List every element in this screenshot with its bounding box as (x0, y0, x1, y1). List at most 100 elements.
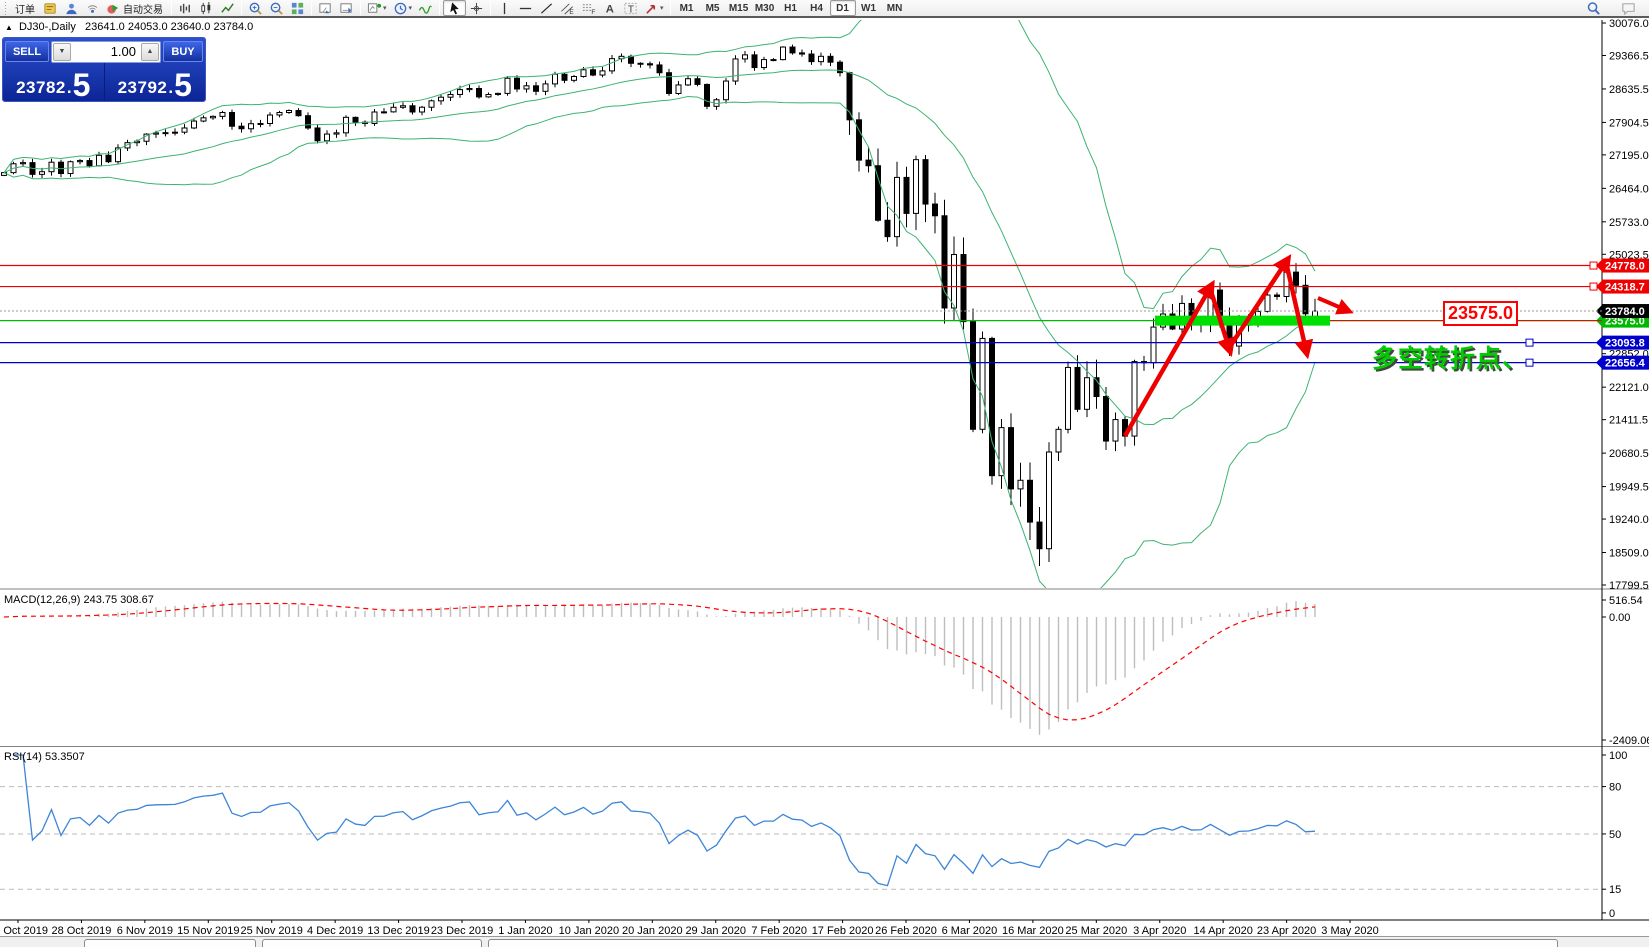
date-tick-label: 3 May 2020 (1321, 925, 1378, 937)
chart-tab[interactable] (84, 939, 256, 947)
rsi-pane[interactable] (0, 754, 1602, 890)
zigzag-arrow-segment[interactable] (1283, 261, 1314, 360)
timeframe-H4-button[interactable]: H4 (810, 2, 823, 14)
date-tick-label: 17 Feb 2020 (812, 925, 874, 937)
candle (590, 69, 596, 76)
timeframe-H1-button[interactable]: H1 (784, 2, 797, 14)
candle (1017, 479, 1024, 490)
candle (153, 132, 159, 135)
candle (48, 161, 55, 173)
date-tick-label: 3 Apr 2020 (1133, 925, 1186, 937)
candle (504, 77, 511, 94)
buy-button[interactable]: BUY (163, 41, 203, 62)
sell-button[interactable]: SELL (5, 41, 49, 62)
trendline-icon[interactable] (536, 0, 557, 16)
auto-scroll-icon[interactable] (336, 0, 357, 16)
new-chart-icon[interactable]: ▾ (364, 0, 390, 16)
indicators-icon[interactable] (415, 0, 436, 16)
candle (1008, 427, 1014, 490)
equidistant-channel-icon[interactable]: E (557, 0, 578, 16)
chart-shift-icon[interactable] (315, 0, 336, 16)
timeframe-M15-button[interactable]: M15 (728, 2, 749, 14)
toolbar-separator (439, 1, 441, 15)
crosshair-icon[interactable] (466, 0, 487, 16)
price-tick-label: 17799.5 (1609, 580, 1649, 592)
annotation-cn-text[interactable]: 多空转折点、 (1372, 345, 1529, 373)
candle (571, 76, 577, 81)
candlestick-chart-icon[interactable] (196, 0, 217, 16)
horizontal-line-icon[interactable] (515, 0, 536, 16)
macd-tick-label: -2409.06 (1609, 735, 1649, 747)
svg-text:23784.0: 23784.0 (1605, 306, 1645, 318)
buy-price[interactable]: 23792 . 5 (105, 63, 206, 101)
macd-pane[interactable] (3, 601, 1316, 735)
search-icon[interactable] (1583, 0, 1604, 16)
line-chart-icon[interactable] (217, 0, 238, 16)
chart-tab[interactable] (488, 939, 1558, 947)
arrows-tool-icon[interactable]: ▾ (641, 0, 667, 16)
price-tick-label: 19240.0 (1609, 514, 1649, 526)
price-tag (1602, 279, 1649, 294)
timeframe-W1-button[interactable]: W1 (861, 2, 877, 14)
label-tool-icon[interactable]: T (620, 0, 641, 16)
text-tool-icon[interactable]: A (599, 0, 620, 16)
hline-handle[interactable] (1589, 282, 1598, 291)
autotrading-button[interactable]: 自动交易 (103, 0, 168, 16)
timeframe-D1-button[interactable]: D1 (829, 0, 856, 16)
candle (1150, 326, 1157, 364)
timeframe-MN-button[interactable]: MN (886, 2, 903, 14)
candle (200, 117, 207, 122)
candle (979, 337, 986, 430)
symbol-period-label: DJ30-,Daily (18, 21, 76, 33)
main-pane[interactable] (1, 0, 1318, 601)
metaeditor-icon[interactable] (40, 0, 61, 16)
periods-icon[interactable]: ▾ (390, 0, 416, 16)
mini-arrow[interactable] (1317, 296, 1354, 315)
new-order-label[interactable]: 订单 (15, 4, 35, 16)
tile-windows-icon[interactable] (287, 0, 308, 16)
zigzag-arrow-segment[interactable] (1123, 279, 1215, 438)
candle (267, 114, 273, 124)
candle (219, 111, 226, 117)
volume-decrease-button[interactable]: ▼ (53, 42, 71, 61)
svg-text:22656.4: 22656.4 (1605, 358, 1646, 370)
hline-handle[interactable] (1525, 358, 1534, 367)
timeframe-M30-button[interactable]: M30 (754, 2, 775, 14)
candle (533, 85, 539, 92)
chart-tab[interactable] (262, 939, 482, 947)
price-tag (1602, 304, 1649, 319)
user-account-icon[interactable] (61, 0, 82, 16)
zigzag-arrow-segment[interactable] (1227, 254, 1292, 350)
toolbar-separator (669, 1, 671, 15)
chat-icon[interactable] (1618, 0, 1639, 16)
fibonacci-icon[interactable]: F (578, 0, 599, 16)
sell-price[interactable]: 23782 . 5 (3, 63, 105, 101)
annotation-price-label[interactable]: 23575.0 (1443, 301, 1519, 326)
candle (770, 59, 777, 62)
hline-handle[interactable] (1589, 261, 1598, 270)
candle (704, 83, 710, 107)
candle (694, 78, 701, 85)
zoom-in-icon[interactable] (245, 0, 266, 16)
zigzag-arrow-segment[interactable] (1207, 287, 1236, 358)
candle (1027, 479, 1033, 523)
volume-increase-button[interactable]: ▲ (141, 42, 159, 61)
volume-value[interactable]: 1.00 (110, 44, 136, 59)
cursor-icon[interactable] (443, 0, 467, 16)
vertical-line-icon[interactable] (494, 0, 515, 16)
price-tag (1602, 258, 1649, 273)
signal-icon[interactable] (82, 0, 103, 16)
hline-handle[interactable] (1525, 338, 1534, 347)
candle (818, 55, 824, 63)
objects-layer[interactable] (0, 254, 1602, 438)
candle (723, 80, 729, 101)
toolbar-separator (311, 1, 312, 15)
svg-text:23575.0: 23575.0 (1605, 316, 1645, 328)
candle (86, 160, 93, 167)
sell-price-big-digit: 5 (72, 67, 91, 103)
timeframe-M5-button[interactable]: M5 (705, 2, 720, 14)
zoom-out-icon[interactable] (266, 0, 287, 16)
timeframe-M1-button[interactable]: M1 (679, 2, 694, 14)
bar-chart-icon[interactable] (175, 0, 196, 16)
